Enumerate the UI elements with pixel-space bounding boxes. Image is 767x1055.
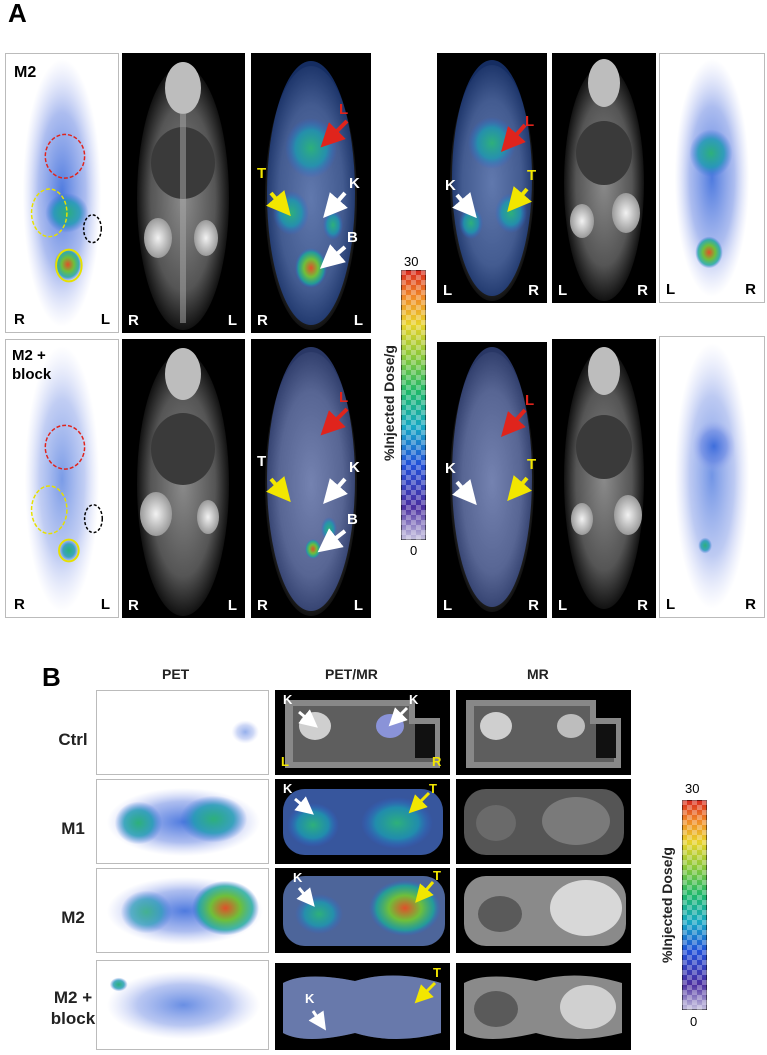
colorbar-min: 0 <box>690 1014 698 1029</box>
orientation-left: L <box>443 282 453 299</box>
orientation-left: L <box>558 597 568 614</box>
tumor-tag: T <box>433 965 441 980</box>
pet-axial-tile <box>96 779 269 864</box>
column-header-pet: PET <box>162 666 190 682</box>
colorbar <box>401 270 426 540</box>
orientation-right: R <box>745 281 756 298</box>
liver-tag: L <box>525 392 535 409</box>
orientation-left: L <box>666 281 676 298</box>
mr-coronal-tile: R L <box>122 339 245 618</box>
pet-mip-tile: L R <box>659 336 765 618</box>
orientation-left: L <box>100 596 110 613</box>
mr-coronal-tile: L R <box>552 53 656 303</box>
tumor-tag: T <box>257 453 267 470</box>
orientation-left: L <box>666 596 676 613</box>
mr-coronal-tile: R L <box>122 53 245 333</box>
orientation-right: R <box>637 597 648 614</box>
orientation-right: R <box>14 311 25 328</box>
kidney-tag: K <box>293 870 303 885</box>
orientation-right: R <box>128 312 139 329</box>
kidney-tag: K <box>349 459 360 476</box>
colorbar-max: 30 <box>404 254 419 269</box>
orientation-right: R <box>257 597 268 614</box>
orientation-right: R <box>257 312 268 329</box>
colorbar-min: 0 <box>410 543 418 558</box>
orientation-left: L <box>227 597 237 614</box>
kidney-tag: K <box>445 177 456 194</box>
liver-tag: L <box>339 101 349 118</box>
orientation-right: R <box>128 597 139 614</box>
mr-axial-tile <box>456 963 631 1050</box>
condition-label: M2 + block <box>12 346 51 384</box>
orientation-left: L <box>353 312 363 329</box>
row-label-m2-block: M2 + block <box>40 987 106 1029</box>
condition-line-1: M2 + <box>12 347 46 364</box>
orientation-right: R <box>745 596 756 613</box>
orientation-right: R <box>432 754 442 769</box>
pet-mr-fused-axial-tile: K T <box>275 868 450 953</box>
pet-axial-tile <box>96 868 269 953</box>
pet-mip-tile: L R <box>659 53 765 303</box>
colorbar-label: %Injected Dose/g <box>659 847 675 963</box>
tumor-tag: T <box>527 167 537 184</box>
orientation-left: L <box>227 312 237 329</box>
pet-mr-fused-axial-tile: K T <box>275 779 450 864</box>
pet-mr-fused-tile: L K T L R <box>437 342 547 618</box>
mr-axial-tile <box>456 868 631 953</box>
pet-mip-tile: M2 R L <box>5 53 119 333</box>
mr-coronal-tile: L R <box>552 339 656 618</box>
kidney-tag: K <box>283 781 293 796</box>
orientation-right: R <box>14 596 25 613</box>
bladder-tag: B <box>347 511 358 528</box>
condition-label: M2 <box>14 64 37 81</box>
liver-tag: L <box>525 113 535 130</box>
orientation-left: L <box>100 311 110 328</box>
tumor-tag: T <box>257 165 267 182</box>
kidney-tag: K <box>409 692 419 707</box>
panel-b-letter: B <box>42 662 61 692</box>
pet-axial-tile <box>96 960 269 1050</box>
column-header-mr: MR <box>527 666 549 682</box>
kidney-tag: K <box>349 175 360 192</box>
row-label-ctrl: Ctrl <box>58 730 88 749</box>
column-header-pet-mr: PET/MR <box>325 666 378 682</box>
mr-axial-tile <box>456 690 631 775</box>
condition-line-2: block <box>12 366 52 383</box>
orientation-left: L <box>353 597 363 614</box>
orientation-left: L <box>281 754 289 769</box>
colorbar-max: 30 <box>685 781 700 796</box>
tumor-tag: T <box>527 456 537 473</box>
bladder-tag: B <box>347 229 358 246</box>
colorbar-label: %Injected Dose/g <box>381 345 397 461</box>
orientation-right: R <box>637 282 648 299</box>
pet-mr-fused-axial-tile: K T <box>275 963 450 1050</box>
orientation-right: R <box>528 282 539 299</box>
orientation-left: L <box>558 282 568 299</box>
pet-mr-fused-tile: L T K B R L <box>251 53 371 333</box>
colorbar <box>682 800 707 1010</box>
pet-mr-fused-tile: L T K B R L <box>251 339 371 618</box>
kidney-tag: K <box>445 460 456 477</box>
orientation-left: L <box>443 597 453 614</box>
mr-axial-tile <box>456 779 631 864</box>
pet-mr-fused-axial-tile: K K L R <box>275 690 450 775</box>
row-label-m1: M1 <box>61 819 85 838</box>
row-label-m2: M2 <box>61 908 85 927</box>
orientation-right: R <box>528 597 539 614</box>
pet-mr-fused-tile: L K T L R <box>437 53 547 303</box>
liver-tag: L <box>339 389 349 406</box>
pet-axial-tile <box>96 690 269 775</box>
kidney-tag: K <box>283 692 293 707</box>
tumor-tag: T <box>433 868 441 883</box>
kidney-tag: K <box>305 991 315 1006</box>
pet-mip-tile: M2 + block R L <box>5 339 119 618</box>
panel-a-letter: A <box>8 0 27 28</box>
tumor-tag: T <box>429 781 437 796</box>
row-label-line-2: block <box>50 1009 96 1028</box>
row-label-line-1: M2 + <box>53 988 93 1007</box>
